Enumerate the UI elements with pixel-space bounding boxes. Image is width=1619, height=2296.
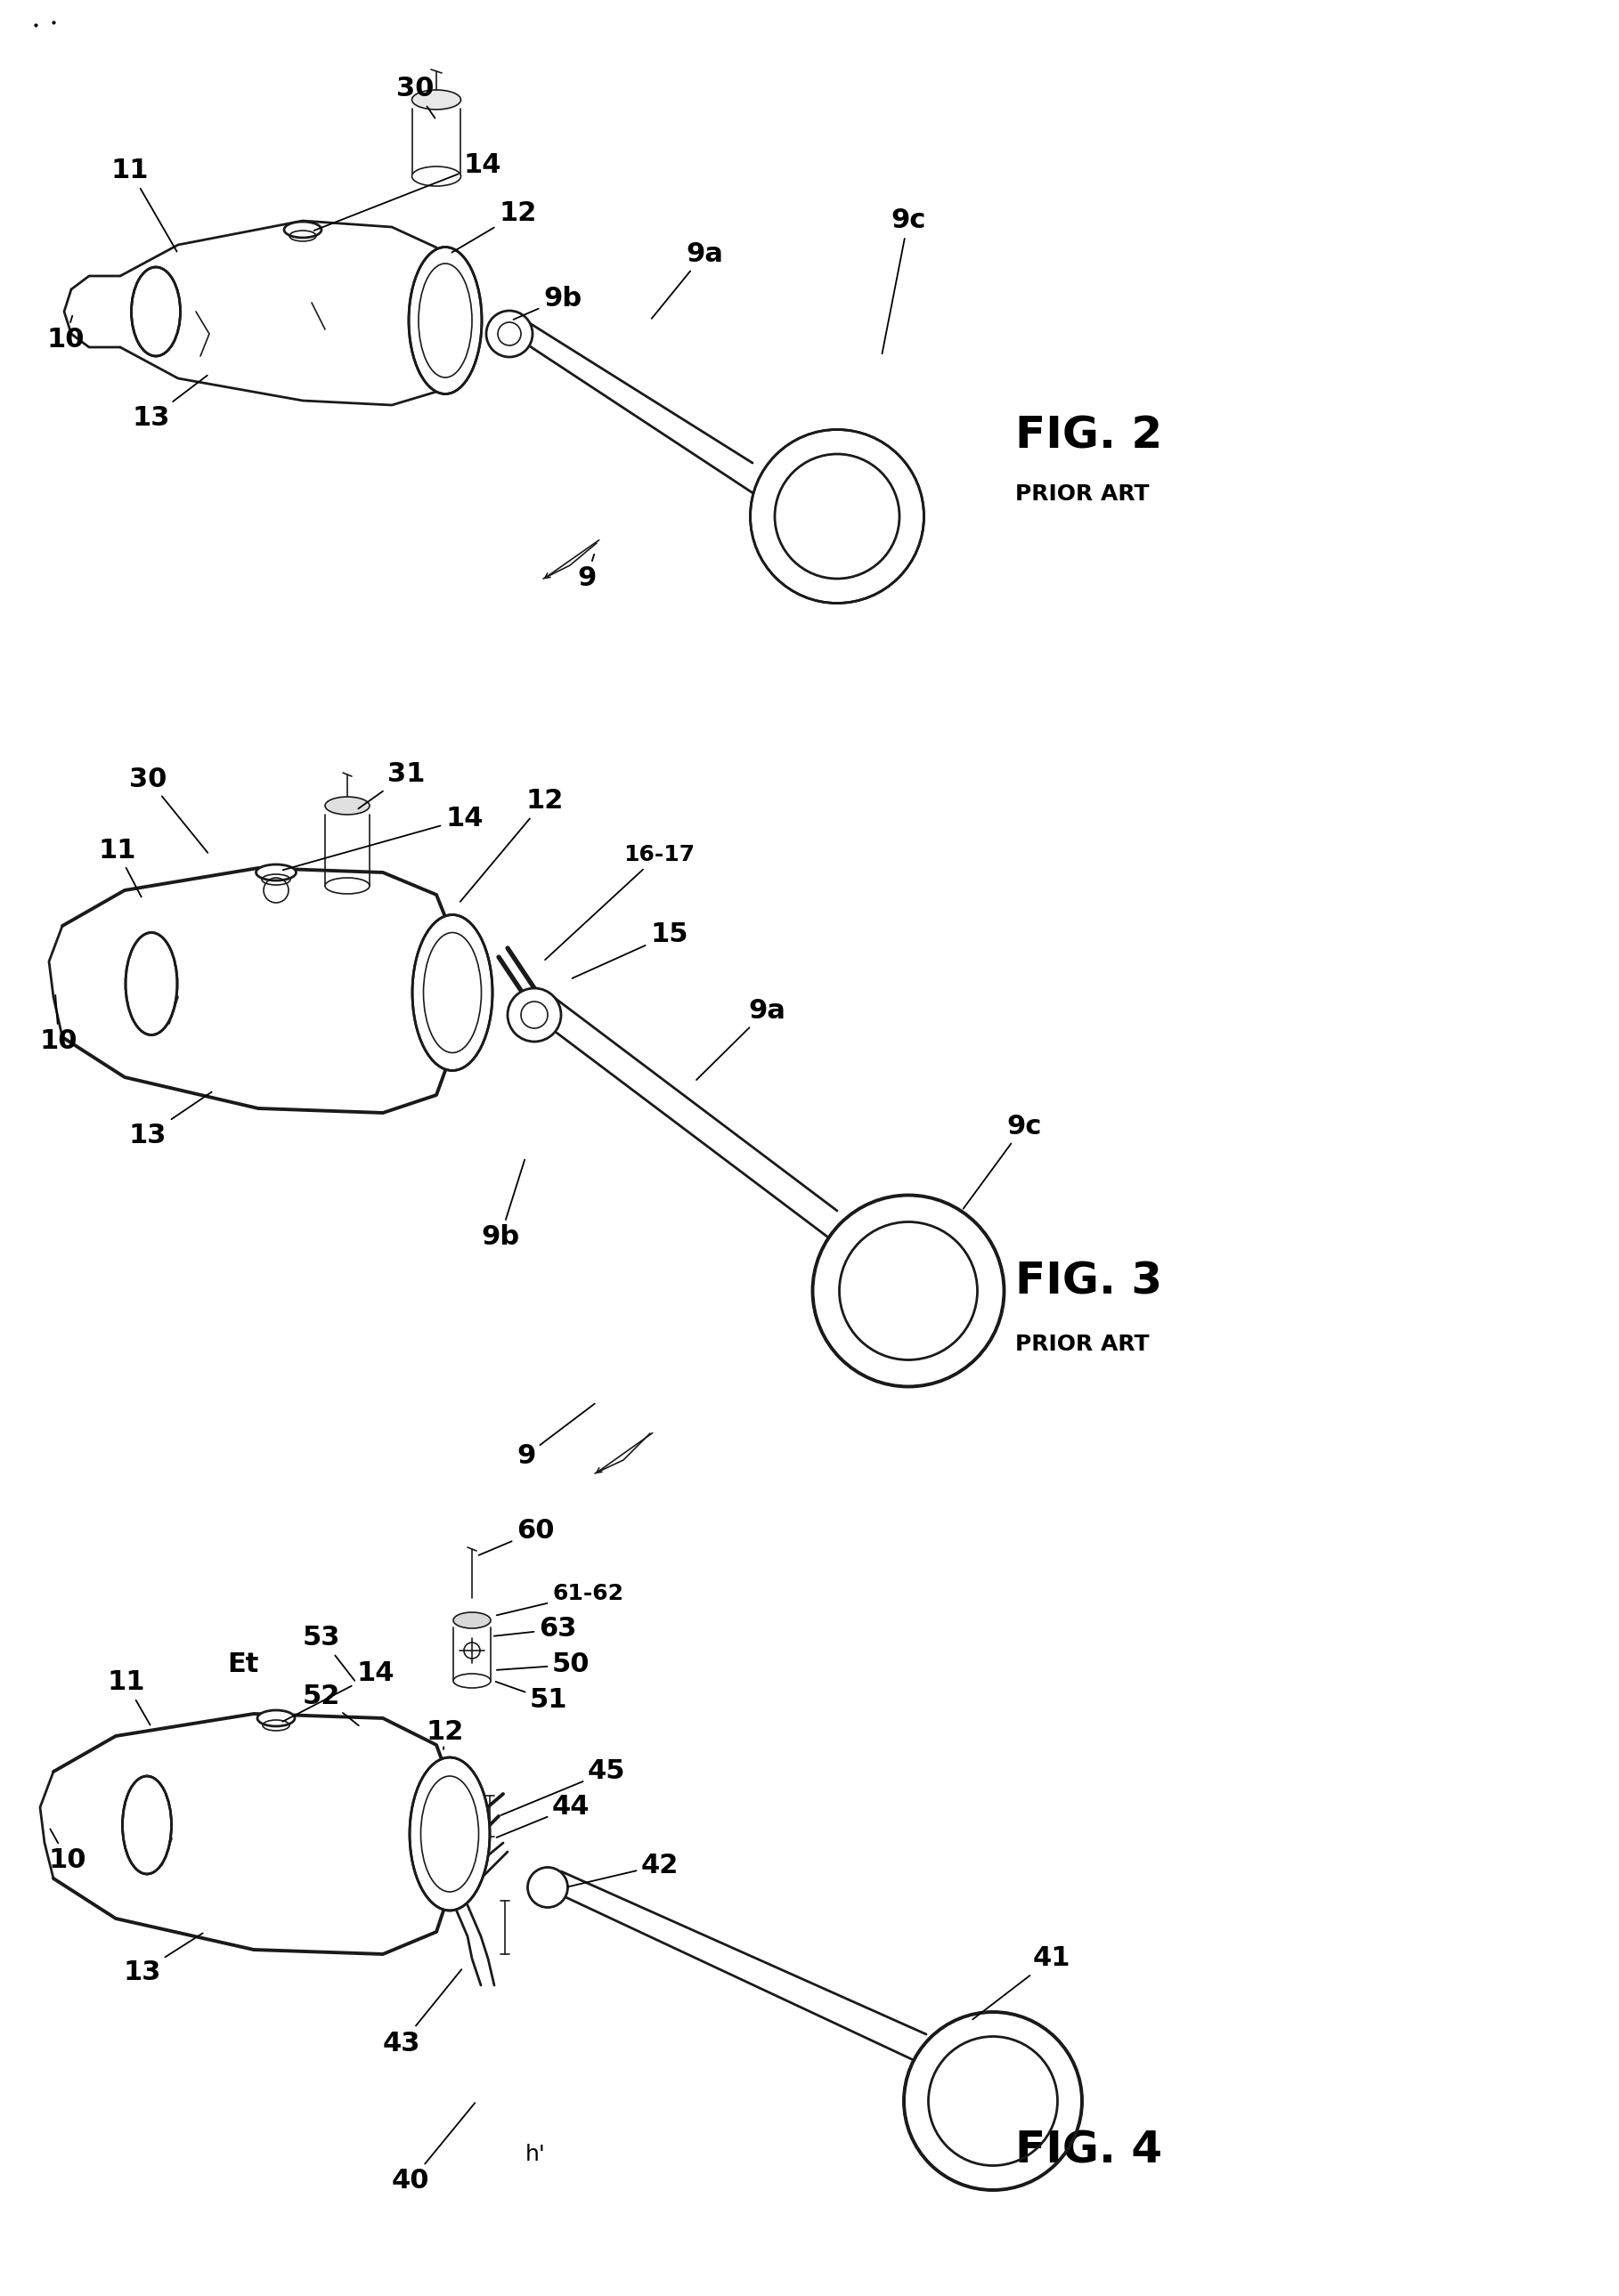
- Text: h: h: [442, 1805, 457, 1825]
- Text: 13: 13: [123, 1933, 202, 1984]
- Text: 9c: 9c: [963, 1114, 1041, 1208]
- Ellipse shape: [408, 248, 482, 395]
- Text: 16-17: 16-17: [546, 845, 695, 960]
- Text: 9c: 9c: [882, 209, 926, 354]
- Text: 30: 30: [397, 76, 436, 117]
- Text: 30: 30: [130, 767, 207, 852]
- Text: 9: 9: [576, 553, 596, 592]
- Text: 9: 9: [516, 1403, 594, 1469]
- Text: 14: 14: [283, 806, 482, 870]
- Ellipse shape: [126, 932, 176, 1035]
- Text: 42: 42: [568, 1853, 678, 1887]
- Text: 9a: 9a: [652, 241, 724, 319]
- Ellipse shape: [325, 797, 369, 815]
- Ellipse shape: [813, 1196, 1004, 1387]
- Text: 10: 10: [47, 317, 84, 354]
- Ellipse shape: [413, 914, 492, 1070]
- Text: 14: 14: [314, 152, 500, 230]
- Text: PRIOR ART: PRIOR ART: [1015, 1334, 1149, 1355]
- Text: 10: 10: [49, 1830, 87, 1874]
- Ellipse shape: [283, 223, 322, 239]
- Ellipse shape: [453, 1612, 491, 1628]
- Ellipse shape: [410, 1756, 491, 1910]
- Text: 50: 50: [497, 1651, 589, 1678]
- Text: FIG. 4: FIG. 4: [1015, 2128, 1162, 2172]
- Text: 13: 13: [130, 1093, 212, 1148]
- Text: 52: 52: [303, 1683, 359, 1727]
- Text: 12: 12: [452, 200, 536, 253]
- Text: 11: 11: [112, 158, 176, 253]
- Text: 14: 14: [283, 1660, 393, 1722]
- Text: 41: 41: [973, 1945, 1070, 2020]
- Ellipse shape: [123, 1777, 172, 1874]
- Ellipse shape: [411, 90, 461, 110]
- Text: 15: 15: [572, 923, 688, 978]
- Ellipse shape: [256, 866, 296, 879]
- Text: 13: 13: [131, 377, 207, 432]
- Text: 61-62: 61-62: [497, 1582, 623, 1616]
- Text: 11: 11: [99, 838, 141, 898]
- Ellipse shape: [750, 429, 924, 604]
- Ellipse shape: [453, 1674, 491, 1688]
- Text: FIG. 2: FIG. 2: [1015, 416, 1162, 457]
- Ellipse shape: [257, 1711, 295, 1727]
- Ellipse shape: [486, 310, 533, 356]
- Text: 44: 44: [497, 1795, 589, 1837]
- Text: 51: 51: [495, 1681, 568, 1713]
- Ellipse shape: [508, 987, 562, 1042]
- Ellipse shape: [903, 2011, 1081, 2190]
- Text: 11: 11: [107, 1669, 151, 1724]
- Text: h': h': [526, 2144, 546, 2165]
- Text: 63: 63: [494, 1616, 576, 1642]
- Text: 45: 45: [500, 1759, 625, 1816]
- Ellipse shape: [528, 1867, 568, 1908]
- Text: 9b: 9b: [513, 285, 581, 319]
- Text: 43: 43: [384, 1970, 461, 2057]
- Text: 10: 10: [40, 994, 78, 1054]
- Text: 12: 12: [460, 788, 563, 902]
- Ellipse shape: [325, 877, 369, 893]
- Text: FIG. 3: FIG. 3: [1015, 1261, 1162, 1304]
- Text: 9a: 9a: [696, 996, 785, 1079]
- Ellipse shape: [411, 168, 461, 186]
- Ellipse shape: [131, 266, 180, 356]
- Text: 31: 31: [358, 762, 426, 808]
- Text: 9b: 9b: [481, 1159, 525, 1251]
- Text: 12: 12: [426, 1720, 463, 1750]
- Text: Et: Et: [227, 1651, 259, 1678]
- Text: 53: 53: [303, 1626, 355, 1681]
- Text: 40: 40: [392, 2103, 474, 2195]
- Text: PRIOR ART: PRIOR ART: [1015, 484, 1149, 505]
- Text: 60: 60: [479, 1518, 554, 1554]
